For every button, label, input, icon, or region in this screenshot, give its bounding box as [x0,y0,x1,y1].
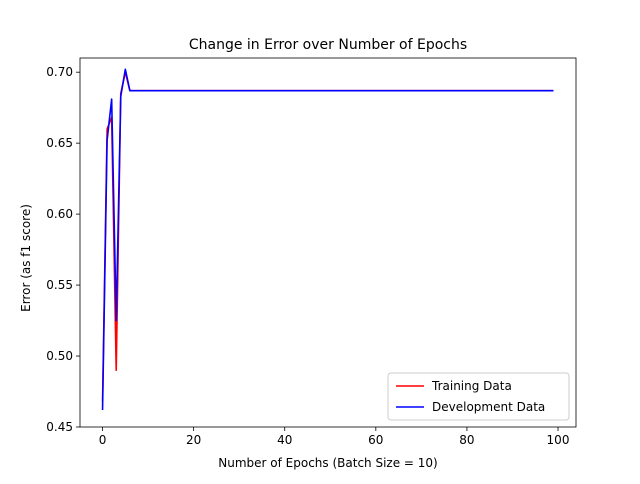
plot-frame [79,57,577,428]
x-tick-label: 0 [99,433,107,447]
y-tick-label: 0.45 [46,420,73,434]
y-tick-label: 0.70 [46,65,73,79]
y-tick-label: 0.60 [46,207,73,221]
legend: Training Data Development Data [387,372,570,421]
x-tick-label: 100 [547,433,570,447]
y-tick-label: 0.50 [46,349,73,363]
plot-area: 0 20 40 60 80 100 0.45 0.50 0.55 0.60 0.65 0.70 [46,57,577,447]
x-tick-label: 40 [277,433,292,447]
x-tick-label: 80 [459,433,474,447]
y-tick-label: 0.65 [46,136,73,150]
x-axis-label: Number of Epochs (Batch Size = 10) [218,456,437,470]
legend-label: Development Data [432,400,545,414]
chart-title: Change in Error over Number of Epochs [189,37,467,53]
y-tick-label: 0.55 [46,278,73,292]
x-tick-label: 60 [368,433,383,447]
legend-box [387,372,570,421]
y-axis-label: Error (as f1 score) [19,204,33,312]
x-tick-label: 20 [186,433,201,447]
series-line-2 [101,68,554,410]
legend-label: Training Data [431,379,512,393]
series-line-1 [101,71,554,402]
